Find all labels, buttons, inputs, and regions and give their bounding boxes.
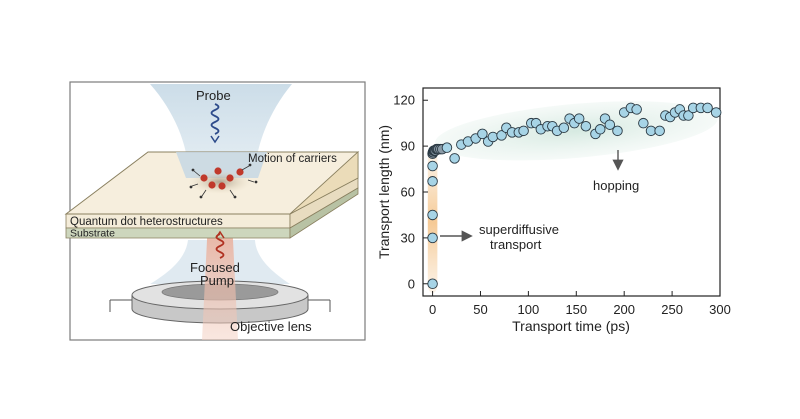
x-tick-label: 200 <box>613 302 635 317</box>
data-point <box>518 125 529 137</box>
data-point <box>604 119 616 130</box>
pump-arrow-icon <box>215 230 225 239</box>
data-point <box>580 120 592 132</box>
chart-ticks: 0 50 100 150 200 250 300 0 30 60 90 120 <box>393 93 731 317</box>
probe-beam-through <box>176 152 267 178</box>
data-point <box>631 104 642 115</box>
data-point <box>573 113 585 124</box>
hopping-region <box>435 101 718 161</box>
carrier-cluster <box>189 163 258 199</box>
superdiffusive-region <box>427 152 438 293</box>
chart-points <box>427 102 722 290</box>
data-point <box>427 278 438 290</box>
data-point <box>683 110 694 121</box>
x-tick-label: 50 <box>473 302 487 317</box>
data-point <box>645 125 657 137</box>
probe-wave-icon <box>210 103 220 135</box>
y-tick-label: 30 <box>401 230 415 245</box>
hopping-label: hopping <box>593 178 639 193</box>
probe-arrow-icon <box>210 135 220 144</box>
objective-lens-label: Objective lens <box>230 319 312 334</box>
data-point <box>702 102 713 114</box>
data-point <box>654 125 665 137</box>
data-point <box>427 176 438 187</box>
data-point <box>612 125 623 137</box>
y-axis-label: Transport length (nm) <box>376 125 392 259</box>
pump-wave-icon <box>215 233 225 259</box>
data-point <box>449 153 460 164</box>
y-tick-label: 60 <box>401 185 415 200</box>
x-tick-label: 100 <box>518 302 540 317</box>
schematic-panel: Probe Motion of carriers Quantum dot het… <box>64 81 366 341</box>
data-point <box>710 107 722 118</box>
transport-chart: 0 50 100 150 200 250 300 0 30 60 90 120 superdiffus… <box>376 87 731 334</box>
chart-bands <box>427 101 718 293</box>
sample-slab <box>64 151 360 239</box>
x-tick-label: 300 <box>709 302 731 317</box>
x-tick-label: 0 <box>429 302 436 317</box>
x-tick-label: 150 <box>565 302 587 317</box>
data-point <box>427 160 438 172</box>
chart-annotations: superdiffusive transport hopping <box>440 150 639 252</box>
data-point <box>427 232 438 244</box>
substrate-label: Substrate <box>70 228 115 240</box>
data-point <box>496 130 507 141</box>
superdiffusive-label-line1: superdiffusive <box>479 222 559 237</box>
pump-label-line1: Focused <box>190 260 240 275</box>
y-tick-label: 0 <box>408 276 415 291</box>
superdiffusive-label-line2: transport <box>490 237 542 252</box>
y-tick-label: 120 <box>393 93 415 108</box>
data-point <box>638 117 649 129</box>
motion-label: Motion of carriers <box>248 153 337 165</box>
pump-label-line2: Pump <box>200 273 234 288</box>
data-point <box>441 142 453 153</box>
x-tick-label: 250 <box>661 302 683 317</box>
x-axis-label: Transport time (ps) <box>512 318 630 334</box>
probe-label: Probe <box>196 88 231 103</box>
qd-layer-label: Quantum dot heterostructures <box>70 216 223 228</box>
data-point <box>477 128 488 140</box>
data-point <box>558 122 570 134</box>
data-point <box>487 131 499 143</box>
y-tick-label: 90 <box>401 139 415 154</box>
pump-beam <box>202 220 238 340</box>
data-point <box>594 124 606 135</box>
data-point <box>427 209 438 221</box>
